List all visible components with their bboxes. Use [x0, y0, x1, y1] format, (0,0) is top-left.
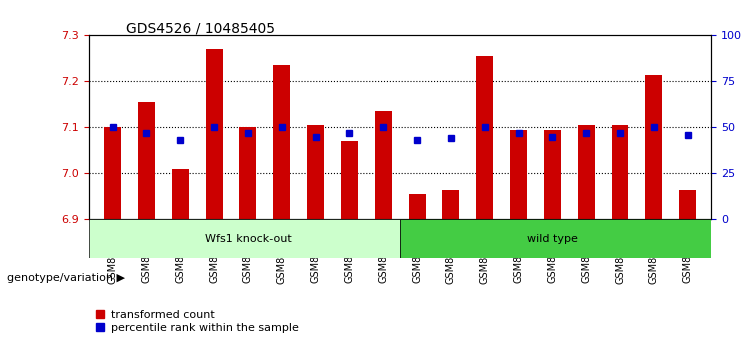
Bar	[89, 219, 400, 258]
Bar	[239, 127, 256, 219]
Text: Wfs1 knock-out: Wfs1 knock-out	[205, 234, 291, 244]
Bar	[400, 219, 711, 258]
Bar	[645, 75, 662, 219]
Bar	[206, 49, 222, 219]
Bar	[476, 56, 494, 219]
Bar	[307, 125, 324, 219]
Bar	[544, 130, 561, 219]
Bar	[273, 65, 290, 219]
Bar	[679, 190, 696, 219]
Legend: transformed count, percentile rank within the sample: transformed count, percentile rank withi…	[94, 310, 299, 333]
Bar	[408, 194, 425, 219]
Bar	[510, 130, 527, 219]
Text: genotype/variation ▶: genotype/variation ▶	[7, 273, 125, 283]
Bar	[578, 125, 595, 219]
Bar	[104, 127, 121, 219]
Bar	[341, 141, 358, 219]
Bar	[442, 190, 459, 219]
Text: wild type: wild type	[527, 234, 578, 244]
Bar	[172, 169, 189, 219]
Text: GDS4526 / 10485405: GDS4526 / 10485405	[126, 21, 275, 35]
Bar	[138, 102, 155, 219]
Bar	[375, 112, 392, 219]
Bar	[611, 125, 628, 219]
